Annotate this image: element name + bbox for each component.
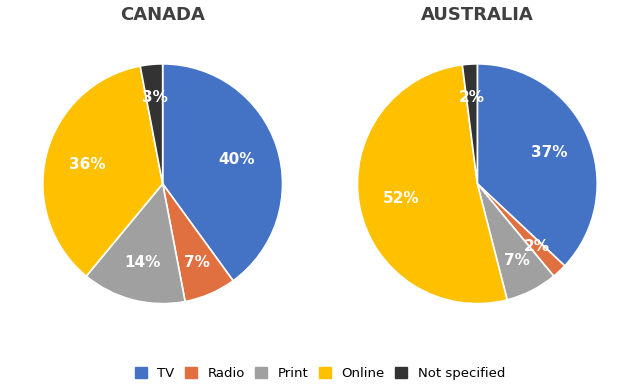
Wedge shape (163, 64, 282, 281)
Title: CANADA: CANADA (120, 6, 205, 24)
Wedge shape (477, 184, 554, 300)
Text: 7%: 7% (504, 253, 529, 268)
Wedge shape (86, 184, 185, 304)
Text: 36%: 36% (69, 157, 106, 172)
Wedge shape (140, 64, 163, 184)
Text: 2%: 2% (459, 90, 485, 105)
Legend: TV, Radio, Print, Online, Not specified: TV, Radio, Print, Online, Not specified (131, 364, 509, 384)
Text: 14%: 14% (124, 255, 161, 270)
Title: AUSTRALIA: AUSTRALIA (421, 6, 534, 24)
Text: 37%: 37% (531, 145, 567, 160)
Text: 7%: 7% (184, 255, 210, 271)
Text: 2%: 2% (524, 239, 549, 254)
Wedge shape (163, 184, 233, 301)
Wedge shape (477, 184, 564, 276)
Text: 40%: 40% (218, 152, 255, 167)
Text: 52%: 52% (383, 191, 419, 206)
Wedge shape (358, 65, 507, 304)
Wedge shape (462, 64, 477, 184)
Wedge shape (43, 66, 163, 276)
Wedge shape (477, 64, 597, 266)
Text: 3%: 3% (141, 90, 168, 105)
